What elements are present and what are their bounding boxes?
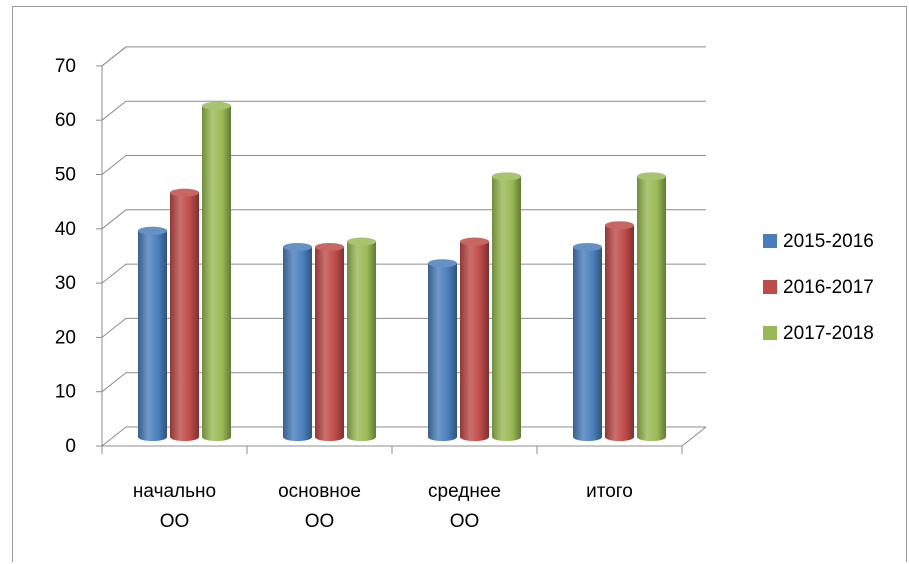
y-tick-label: 10 [55, 382, 76, 403]
bar-body [428, 263, 457, 441]
bar-body [573, 246, 602, 441]
bar-top [170, 188, 199, 197]
gridline [101, 46, 706, 67]
bar-body [492, 176, 521, 442]
bar-top [202, 101, 231, 110]
bar-body [637, 176, 666, 442]
gridline [101, 155, 706, 175]
legend-swatch [763, 280, 777, 294]
y-tick-label: 40 [55, 219, 76, 240]
y-axis-ticks: 0 10 20 30 40 50 60 70 [55, 56, 102, 457]
bar-top [460, 237, 489, 246]
bar [573, 242, 602, 441]
bar [605, 221, 634, 441]
left-wall-edge [101, 46, 127, 446]
x-category-label: основное [278, 481, 361, 502]
bar [202, 101, 231, 442]
bar-top [573, 242, 602, 251]
bar-body [460, 241, 489, 441]
bar-top [347, 237, 376, 246]
y-tick-label: 50 [55, 165, 76, 186]
bar [460, 237, 489, 441]
bar [637, 172, 666, 442]
bar-top [605, 221, 634, 230]
gridline [101, 100, 706, 121]
legend-label: 2015-2016 [783, 231, 874, 252]
bar [492, 172, 521, 442]
bar-top [315, 242, 344, 251]
y-tick-label: 0 [65, 436, 76, 457]
x-category-label: ОО [450, 511, 480, 532]
y-tick-label: 70 [55, 56, 76, 77]
bar [283, 242, 312, 441]
x-category-label: начально [133, 481, 216, 502]
bar-body [283, 246, 312, 441]
bar-top [283, 242, 312, 251]
bar-top [637, 172, 666, 181]
bar-body [170, 192, 199, 441]
x-category-label: итого [586, 481, 633, 502]
bar-top [428, 259, 457, 268]
bar-top [492, 172, 521, 181]
bar-top [138, 226, 167, 235]
bar [347, 237, 376, 441]
legend-label: 2017-2018 [783, 323, 874, 344]
legend-swatch [763, 234, 777, 248]
legend-swatch [763, 326, 777, 340]
bar [170, 188, 199, 441]
bar-body [315, 246, 344, 441]
x-axis: начально ОО основное ОО среднее ОО итого [101, 446, 683, 532]
x-category-label: ОО [160, 511, 190, 532]
legend-label: 2016-2017 [783, 277, 874, 298]
legend: 2015-2016 2016-2017 2017-2018 [763, 231, 874, 344]
x-category-label: среднее [428, 481, 501, 502]
x-category-label: ОО [305, 511, 335, 532]
bars [138, 101, 666, 442]
bar-body [605, 225, 634, 441]
bar [138, 226, 167, 441]
y-tick-label: 30 [55, 273, 76, 294]
bar [315, 242, 344, 441]
bar [428, 259, 457, 441]
bar-body [138, 230, 167, 441]
bar-body [202, 105, 231, 442]
y-tick-label: 20 [55, 327, 76, 348]
bar-body [347, 241, 376, 441]
y-tick-label: 60 [55, 110, 76, 131]
